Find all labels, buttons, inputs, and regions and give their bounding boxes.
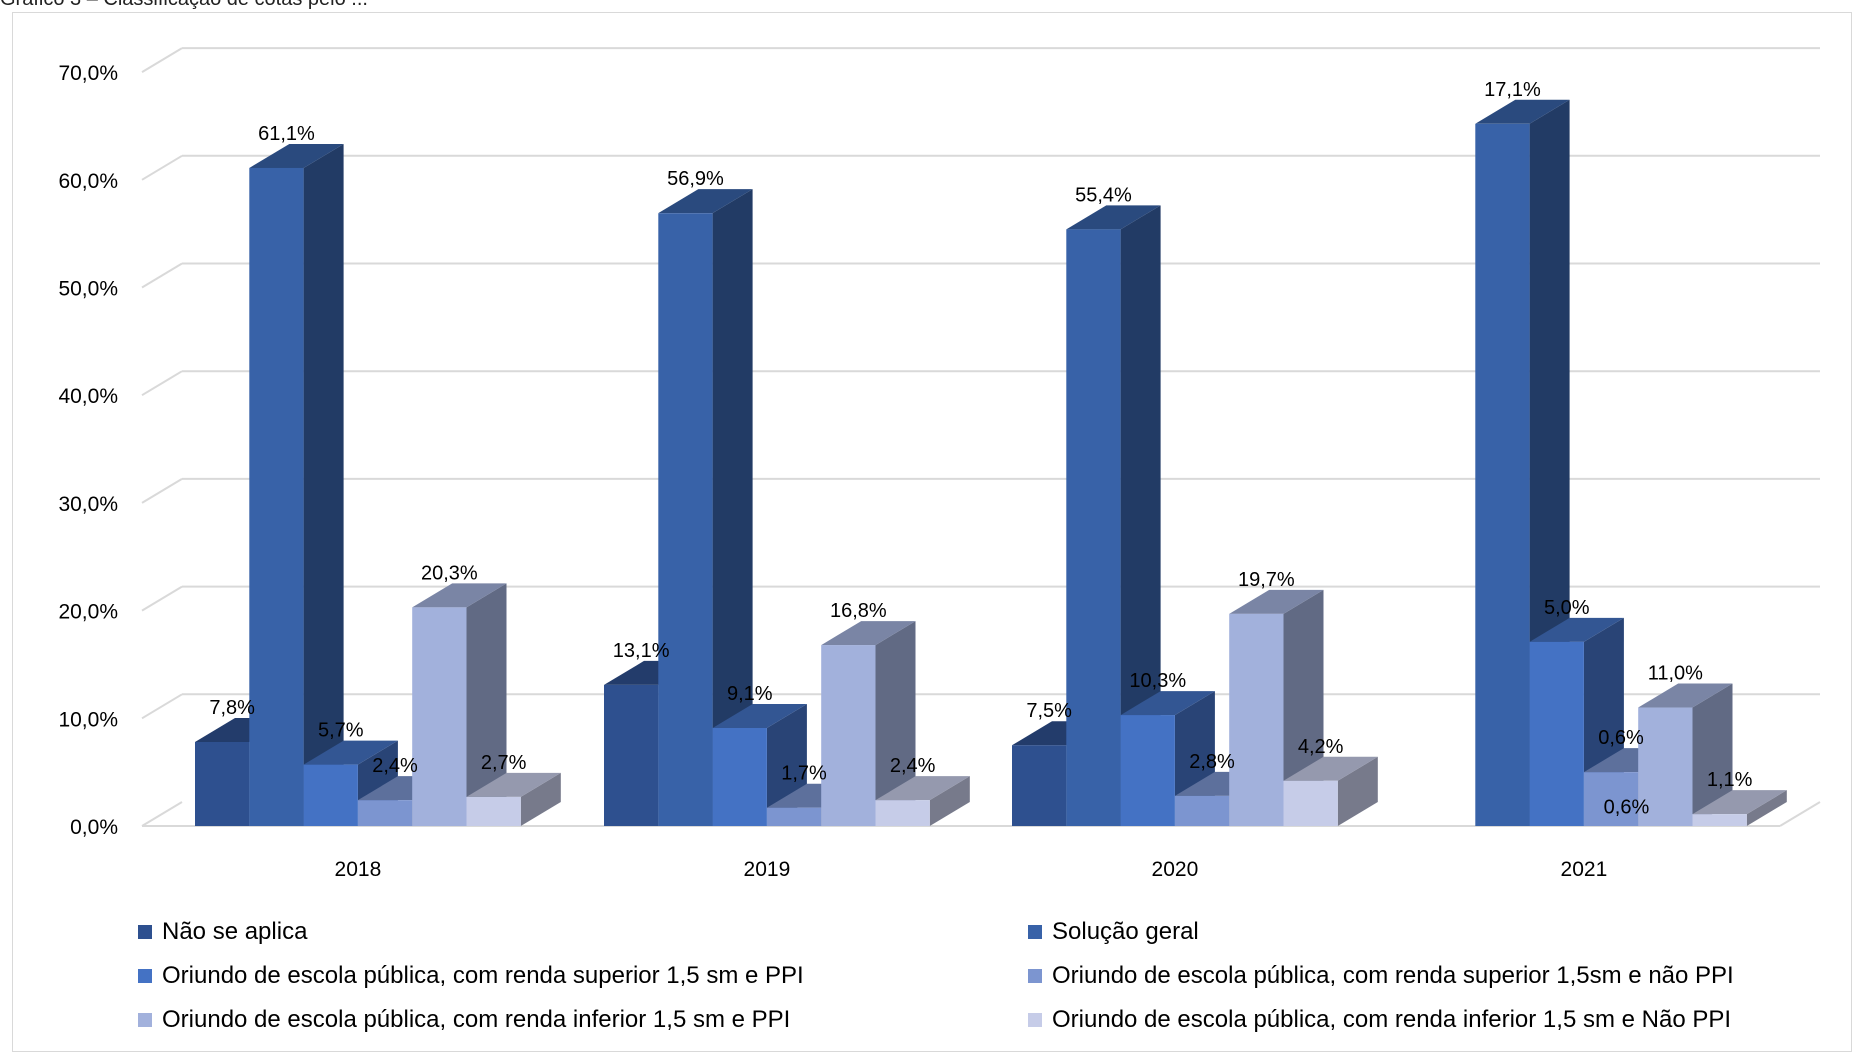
floor-right-edge <box>1780 802 1820 826</box>
legend-swatch <box>138 969 152 983</box>
bar-chart: 0,0% 10,0% 20,0% 30,0% 40,0% 50,0% 60,0% 70,0% 7… <box>0 0 1859 915</box>
data-label: 5,7% <box>318 720 364 742</box>
data-label: 17,1% <box>1484 79 1541 101</box>
legend-swatch <box>138 1013 152 1027</box>
gridline-wall <box>142 264 182 288</box>
y-tick-label: 10,0% <box>58 708 118 731</box>
y-tick-label: 70,0% <box>58 62 118 85</box>
x-tick-label: 2020 <box>1152 858 1199 881</box>
legend-item: Solução geral <box>1028 918 1199 946</box>
bar <box>713 728 767 826</box>
data-label: 20,3% <box>421 562 478 584</box>
data-label: 7,8% <box>209 697 255 719</box>
legend-swatch <box>1028 925 1042 939</box>
x-tick-label: 2018 <box>335 858 382 881</box>
data-label: 11,0% <box>1648 663 1703 685</box>
legend-item: Oriundo de escola pública, com renda inf… <box>138 1006 790 1034</box>
data-label: 16,8% <box>830 600 887 622</box>
bar <box>1012 745 1066 826</box>
legend-swatch <box>1028 969 1042 983</box>
legend-item: Oriundo de escola pública, com renda sup… <box>1028 962 1734 990</box>
legend-item: Oriundo de escola pública, com renda sup… <box>138 962 804 990</box>
gridline-wall <box>142 802 182 826</box>
y-tick-label: 40,0% <box>58 385 118 408</box>
legend-item: Não se aplica <box>138 918 307 946</box>
gridline-wall <box>142 587 182 611</box>
bar <box>876 800 930 826</box>
bar <box>358 800 412 826</box>
legend-label: Não se aplica <box>162 918 307 946</box>
data-label: 19,7% <box>1238 569 1295 591</box>
bar <box>658 213 712 826</box>
gridline-wall <box>142 48 182 72</box>
data-label: 56,9% <box>667 168 724 190</box>
data-label: 0,6% <box>1604 797 1650 819</box>
data-label: 55,4% <box>1075 184 1132 206</box>
bar <box>195 742 249 826</box>
data-label: 2,7% <box>481 752 527 774</box>
data-label: 2,8% <box>1189 751 1235 773</box>
legend-item: Oriundo de escola pública, com renda inf… <box>1028 1006 1731 1034</box>
data-label: 2,4% <box>372 755 418 777</box>
y-tick-label: 50,0% <box>58 278 118 301</box>
bar <box>1530 642 1584 826</box>
legend-label: Solução geral <box>1052 918 1199 946</box>
legend-swatch <box>1028 1013 1042 1027</box>
bar <box>604 685 658 826</box>
gridline-wall <box>142 156 182 180</box>
data-label: 0,6% <box>1598 727 1644 749</box>
bar <box>249 168 303 826</box>
bar <box>412 607 466 826</box>
legend-label: Oriundo de escola pública, com renda inf… <box>1052 1006 1731 1034</box>
bar <box>1284 781 1338 826</box>
data-label: 13,1% <box>613 640 670 662</box>
legend-label: Oriundo de escola pública, com renda sup… <box>162 962 804 990</box>
legend-label: Oriundo de escola pública, com renda inf… <box>162 1006 790 1034</box>
bar <box>1693 814 1747 826</box>
data-label: 4,2% <box>1298 736 1344 758</box>
bar <box>304 765 358 826</box>
data-label: 10,3% <box>1129 670 1186 692</box>
bar <box>1175 796 1229 826</box>
bar <box>467 797 521 826</box>
data-label: 1,7% <box>781 763 827 785</box>
data-label: 1,1% <box>1707 769 1753 791</box>
y-tick-label: 0,0% <box>70 816 118 839</box>
gridline-wall <box>142 479 182 503</box>
gridline-wall <box>142 371 182 395</box>
bar <box>767 808 821 826</box>
legend-swatch <box>138 925 152 939</box>
bar <box>1066 229 1120 826</box>
y-tick-label: 30,0% <box>58 493 118 516</box>
data-label: 2,4% <box>890 755 936 777</box>
data-label: 7,5% <box>1026 700 1072 722</box>
gridline-wall <box>142 694 182 718</box>
data-label: 61,1% <box>258 123 315 145</box>
x-tick-label: 2021 <box>1561 858 1608 881</box>
y-tick-label: 60,0% <box>58 170 118 193</box>
chart-legend: Não se aplica Solução geral Oriundo de esc… <box>138 918 1838 1048</box>
bar <box>821 645 875 826</box>
x-tick-label: 2019 <box>744 858 791 881</box>
data-label: 5,0% <box>1544 597 1590 619</box>
bar <box>1229 614 1283 826</box>
bar <box>1121 715 1175 826</box>
legend-label: Oriundo de escola pública, com renda sup… <box>1052 962 1734 990</box>
y-tick-label: 20,0% <box>58 601 118 624</box>
bar <box>1475 124 1529 826</box>
data-label: 9,1% <box>727 683 773 705</box>
